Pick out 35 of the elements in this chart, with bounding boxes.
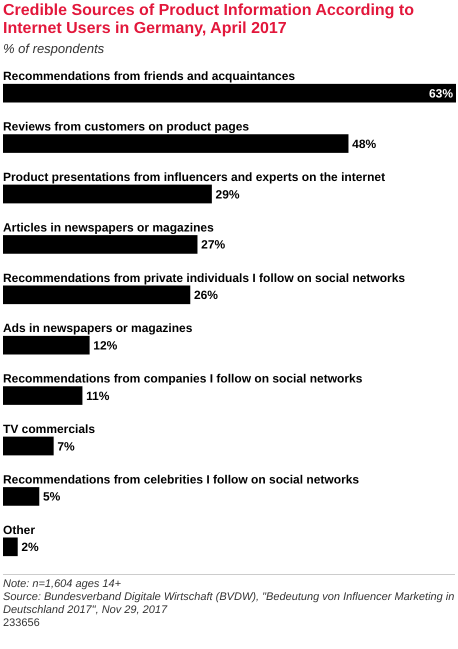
bar <box>3 537 18 556</box>
y-tick-label: Articles in newspapers or magazines <box>3 220 214 234</box>
y-tick-label: TV commercials <box>3 422 96 436</box>
data-label: 63% <box>428 86 454 101</box>
data-label: 11% <box>86 388 110 403</box>
bar <box>3 386 82 405</box>
data-label: 12% <box>93 338 118 353</box>
data-label: 7% <box>57 439 76 454</box>
text: 233656 <box>3 617 41 630</box>
y-tick-label: Recommendations from companies I follow on social networks <box>3 372 363 386</box>
source-note: Source: Bundesverband Digitale Wirtschaft (BVDW), "Bedeutung von Influencer Marketing in Deutschland 2017", Nov 29, 2017 <box>3 591 455 617</box>
data-label: 48% <box>352 136 376 151</box>
y-tick-label: Other <box>3 522 36 537</box>
bar <box>3 84 456 103</box>
y-tick-label: Reviews from customers on product pages <box>3 120 250 134</box>
bar <box>3 184 212 204</box>
chart-subtitle: % of respondents <box>2 40 106 58</box>
bar <box>3 134 348 153</box>
bar <box>3 235 198 254</box>
data-label: 2% <box>21 540 40 554</box>
y-tick-label: Recommendations from private individuals I follow on social networks <box>3 270 406 285</box>
data-label: 27% <box>201 238 226 252</box>
data-label: 5% <box>42 490 61 504</box>
data-label: 26% <box>194 288 218 302</box>
bar <box>3 285 190 304</box>
y-tick-label: Recommendations from celebrities I follow on social networks <box>3 472 360 486</box>
data-label: 29% <box>216 187 240 202</box>
y-tick-label: Product presentations from influencers and experts on the internet <box>3 170 386 184</box>
bar <box>3 436 54 456</box>
bar <box>3 487 40 506</box>
bar <box>3 336 90 355</box>
text: Note: n=1,604 ages 14+ <box>3 578 122 591</box>
y-tick-label: Recommendations from friends and acquaintances <box>3 69 296 84</box>
y-tick-label: Ads in newspapers or magazines <box>3 321 193 336</box>
chart-title: Credible Sources of Product Information According to Internet Users in Germany, April 2017 <box>2 1 415 38</box>
